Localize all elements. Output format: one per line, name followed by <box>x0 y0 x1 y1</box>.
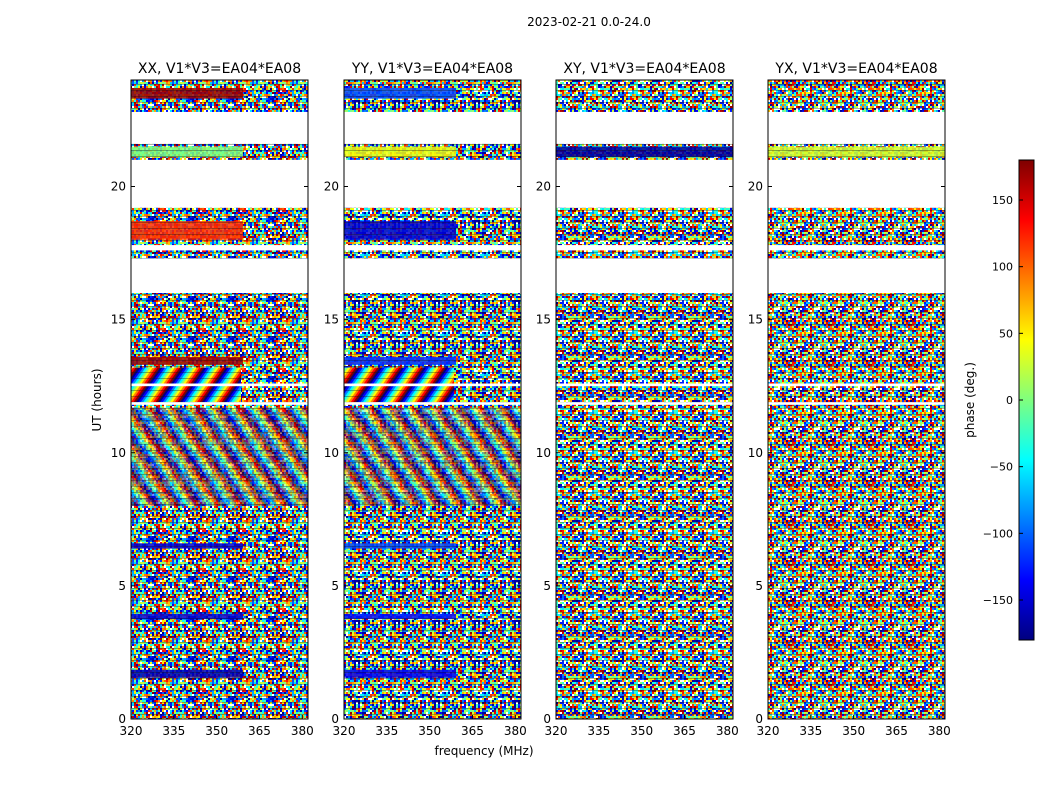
x-tick-label: 350 <box>205 724 228 738</box>
x-tick-label: 335 <box>587 724 610 738</box>
panel-2: YY, V1*V3=EA04*EA08 320 335 350 365 380 0 5 10 15… <box>324 61 527 738</box>
y-tick-label: 0 <box>331 712 339 726</box>
y-tick-label: 15 <box>324 313 339 327</box>
y-tick-label: 5 <box>331 579 339 593</box>
y-tick-label: 20 <box>324 180 339 194</box>
x-tick-label: 380 <box>716 724 739 738</box>
data-gap <box>556 111 733 144</box>
x-tick-label: 380 <box>928 724 951 738</box>
x-tick-label: 365 <box>673 724 696 738</box>
axes-frame <box>555 79 734 720</box>
data-gap <box>556 402 733 405</box>
colorbar-label: phase (deg.) <box>963 362 977 438</box>
heatmap-image <box>131 80 308 719</box>
x-tick-label: 380 <box>504 724 527 738</box>
panel-1: XX, V1*V3=EA04*EA08 320 335 350 365 380 0 5 10 15… <box>111 61 314 738</box>
x-tick-label: 365 <box>885 724 908 738</box>
x-tick-label: 350 <box>630 724 653 738</box>
panel-title: XX, V1*V3=EA04*EA08 <box>138 61 301 77</box>
y-tick-label: 15 <box>536 313 551 327</box>
y-tick-label: 10 <box>748 446 763 460</box>
colorbar-tick-label: 0 <box>1006 394 1013 407</box>
x-tick-label: 335 <box>799 724 822 738</box>
x-tick-label: 350 <box>842 724 865 738</box>
colorbar-tick-label: 100 <box>992 261 1013 274</box>
y-tick-label: 5 <box>755 579 763 593</box>
panel-title: YY, V1*V3=EA04*EA08 <box>351 61 513 77</box>
x-tick-label: 350 <box>418 724 441 738</box>
axes-frame <box>767 79 946 720</box>
x-tick-label: 380 <box>291 724 314 738</box>
colorbar-tick-label: 50 <box>999 327 1013 340</box>
y-tick-label: 15 <box>748 313 763 327</box>
data-gap <box>768 258 945 293</box>
data-gap <box>768 159 945 208</box>
x-axis-label: frequency (MHz) <box>434 744 533 758</box>
y-tick-label: 0 <box>118 712 126 726</box>
data-gap <box>131 245 308 251</box>
y-tick-label: 10 <box>111 446 126 460</box>
panel-4: YX, V1*V3=EA04*EA08 320 335 350 365 380 0 5 10 15… <box>748 61 951 738</box>
heatmap-image <box>768 80 945 719</box>
data-gap <box>131 111 308 144</box>
data-gap <box>131 258 308 293</box>
data-gap <box>768 402 945 405</box>
data-gap <box>344 159 521 208</box>
heatmap-image <box>556 80 733 719</box>
x-tick-label: 365 <box>461 724 484 738</box>
data-gap <box>556 159 733 208</box>
colorbar-tick-label: −100 <box>983 527 1013 540</box>
x-tick-label: 320 <box>545 724 568 738</box>
panel-title: YX, V1*V3=EA04*EA08 <box>774 61 937 77</box>
x-tick-label: 320 <box>120 724 143 738</box>
data-gap <box>344 383 521 387</box>
data-gap <box>768 383 945 387</box>
colorbar-tick-label: −50 <box>990 461 1013 474</box>
x-tick-label: 320 <box>757 724 780 738</box>
y-tick-label: 5 <box>543 579 551 593</box>
figure-suptitle: 2023-02-21 0.0-24.0 <box>527 15 651 29</box>
axes-frame <box>130 79 309 720</box>
data-gap <box>344 245 521 251</box>
x-tick-label: 335 <box>162 724 185 738</box>
colorbar-tick-label: 150 <box>992 194 1013 207</box>
x-tick-label: 365 <box>248 724 271 738</box>
y-tick-label: 10 <box>536 446 551 460</box>
colorbar: 150 100 50 0 −50 −100 −150 <box>983 159 1035 641</box>
heatmap-image <box>344 80 521 719</box>
y-tick-label: 20 <box>111 180 126 194</box>
y-axis-label: UT (hours) <box>90 368 104 431</box>
y-tick-label: 10 <box>324 446 339 460</box>
data-gap <box>131 383 308 387</box>
colorbar-tick-label: −150 <box>983 594 1013 607</box>
y-tick-label: 20 <box>748 180 763 194</box>
axes-frame <box>343 79 522 720</box>
data-gap <box>131 159 308 208</box>
data-gap <box>768 245 945 251</box>
data-gap <box>556 245 733 251</box>
data-gap <box>131 402 308 405</box>
data-gap <box>344 111 521 144</box>
data-gap <box>344 402 521 405</box>
panel-title: XY, V1*V3=EA04*EA08 <box>563 61 725 77</box>
x-tick-label: 320 <box>333 724 356 738</box>
data-gap <box>556 383 733 387</box>
data-gap <box>768 111 945 144</box>
y-tick-label: 20 <box>536 180 551 194</box>
y-tick-label: 15 <box>111 313 126 327</box>
x-tick-label: 335 <box>375 724 398 738</box>
panel-3: XY, V1*V3=EA04*EA08 320 335 350 365 380 0 5 10 15… <box>536 61 739 738</box>
y-tick-label: 5 <box>118 579 126 593</box>
data-gap <box>556 258 733 293</box>
y-tick-label: 0 <box>543 712 551 726</box>
data-gap <box>344 258 521 293</box>
y-tick-label: 0 <box>755 712 763 726</box>
